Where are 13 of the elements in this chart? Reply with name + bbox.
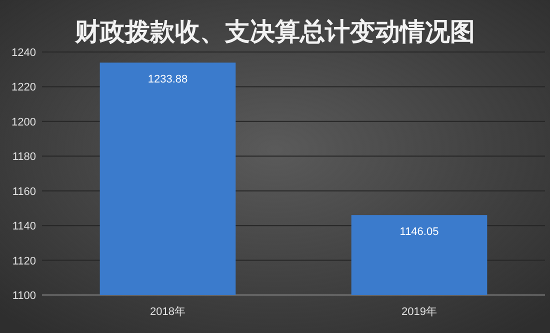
data-label: 1146.05 [400, 226, 439, 238]
x-tick-label: 2019年 [402, 306, 437, 318]
y-tick-label: 1180 [12, 151, 36, 164]
y-tick-label: 1200 [12, 116, 36, 128]
y-tick-label: 1120 [12, 255, 36, 268]
y-tick-label: 1140 [12, 220, 36, 233]
data-label: 1233.88 [148, 74, 188, 86]
y-tick-label: 1160 [12, 186, 36, 198]
y-tick-label: 1240 [12, 47, 36, 59]
chart-title: 财政拨款收、支决算总计变动情况图 [74, 18, 475, 46]
x-tick-label: 2018年 [150, 306, 186, 318]
y-tick-label: 1220 [12, 82, 36, 94]
y-tick-label: 1100 [12, 290, 36, 302]
